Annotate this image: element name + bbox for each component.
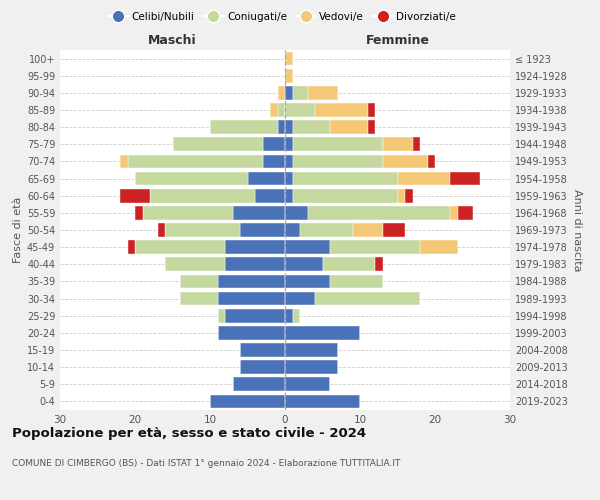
Bar (233, 378, 285, 391)
Bar (367, 103, 375, 117)
Bar (255, 189, 285, 202)
Bar (285, 343, 337, 357)
Bar (413, 138, 420, 151)
Text: Popolazione per età, sesso e stato civile - 2024: Popolazione per età, sesso e stato civil… (12, 428, 366, 440)
Bar (285, 103, 315, 117)
Bar (398, 189, 405, 202)
Bar (300, 223, 353, 237)
Text: Maschi: Maschi (148, 34, 197, 46)
Bar (285, 69, 293, 82)
Bar (240, 343, 285, 357)
Bar (210, 394, 285, 408)
Bar (285, 326, 360, 340)
Bar (383, 154, 427, 168)
Bar (293, 86, 308, 100)
Bar (277, 103, 285, 117)
Bar (233, 206, 285, 220)
Bar (120, 189, 150, 202)
Bar (218, 309, 225, 322)
Bar (248, 172, 285, 185)
Bar (210, 120, 277, 134)
Bar (293, 138, 383, 151)
Bar (293, 172, 398, 185)
Bar (330, 274, 383, 288)
Bar (165, 258, 225, 271)
Bar (240, 223, 285, 237)
Bar (277, 86, 285, 100)
Bar (375, 258, 383, 271)
Text: COMUNE DI CIMBERGO (BS) - Dati ISTAT 1° gennaio 2024 - Elaborazione TUTTITALIA.I: COMUNE DI CIMBERGO (BS) - Dati ISTAT 1° … (12, 459, 400, 468)
Bar (383, 138, 413, 151)
Bar (218, 274, 285, 288)
Bar (135, 240, 225, 254)
Bar (225, 258, 285, 271)
Bar (293, 154, 383, 168)
Bar (323, 258, 375, 271)
Bar (450, 206, 458, 220)
Bar (285, 258, 323, 271)
Bar (218, 292, 285, 306)
Bar (285, 120, 293, 134)
Bar (157, 223, 165, 237)
Bar (135, 172, 248, 185)
Bar (330, 240, 420, 254)
Bar (367, 120, 375, 134)
Bar (128, 240, 135, 254)
Bar (285, 274, 330, 288)
Bar (285, 206, 308, 220)
Bar (420, 240, 458, 254)
Bar (263, 138, 285, 151)
Bar (225, 309, 285, 322)
Bar (315, 292, 420, 306)
Legend: Celibi/Nubili, Coniugati/e, Vedovi/e, Divorziati/e: Celibi/Nubili, Coniugati/e, Vedovi/e, Di… (104, 8, 460, 26)
Bar (120, 154, 128, 168)
Bar (293, 120, 330, 134)
Y-axis label: Anni di nascita: Anni di nascita (572, 188, 582, 271)
Bar (458, 206, 473, 220)
Bar (285, 172, 293, 185)
Bar (383, 223, 405, 237)
Bar (285, 360, 337, 374)
Bar (285, 86, 293, 100)
Bar (315, 103, 367, 117)
Bar (143, 206, 233, 220)
Bar (285, 138, 293, 151)
Bar (353, 223, 383, 237)
Bar (285, 223, 300, 237)
Bar (330, 120, 367, 134)
Bar (180, 292, 218, 306)
Bar (398, 172, 450, 185)
Bar (285, 240, 330, 254)
Bar (263, 154, 285, 168)
Bar (308, 206, 450, 220)
Bar (135, 206, 143, 220)
Bar (405, 189, 413, 202)
Bar (165, 223, 240, 237)
Bar (285, 52, 293, 66)
Text: Femmine: Femmine (365, 34, 430, 46)
Bar (285, 378, 330, 391)
Bar (308, 86, 337, 100)
Bar (293, 309, 300, 322)
Bar (218, 326, 285, 340)
Bar (277, 120, 285, 134)
Y-axis label: Fasce di età: Fasce di età (13, 197, 23, 263)
Bar (427, 154, 435, 168)
Bar (128, 154, 263, 168)
Bar (225, 240, 285, 254)
Bar (285, 154, 293, 168)
Bar (180, 274, 218, 288)
Bar (285, 292, 315, 306)
Bar (270, 103, 277, 117)
Bar (285, 309, 293, 322)
Bar (293, 189, 398, 202)
Bar (150, 189, 255, 202)
Bar (450, 172, 480, 185)
Bar (173, 138, 263, 151)
Bar (285, 394, 360, 408)
Bar (240, 360, 285, 374)
Bar (285, 189, 293, 202)
